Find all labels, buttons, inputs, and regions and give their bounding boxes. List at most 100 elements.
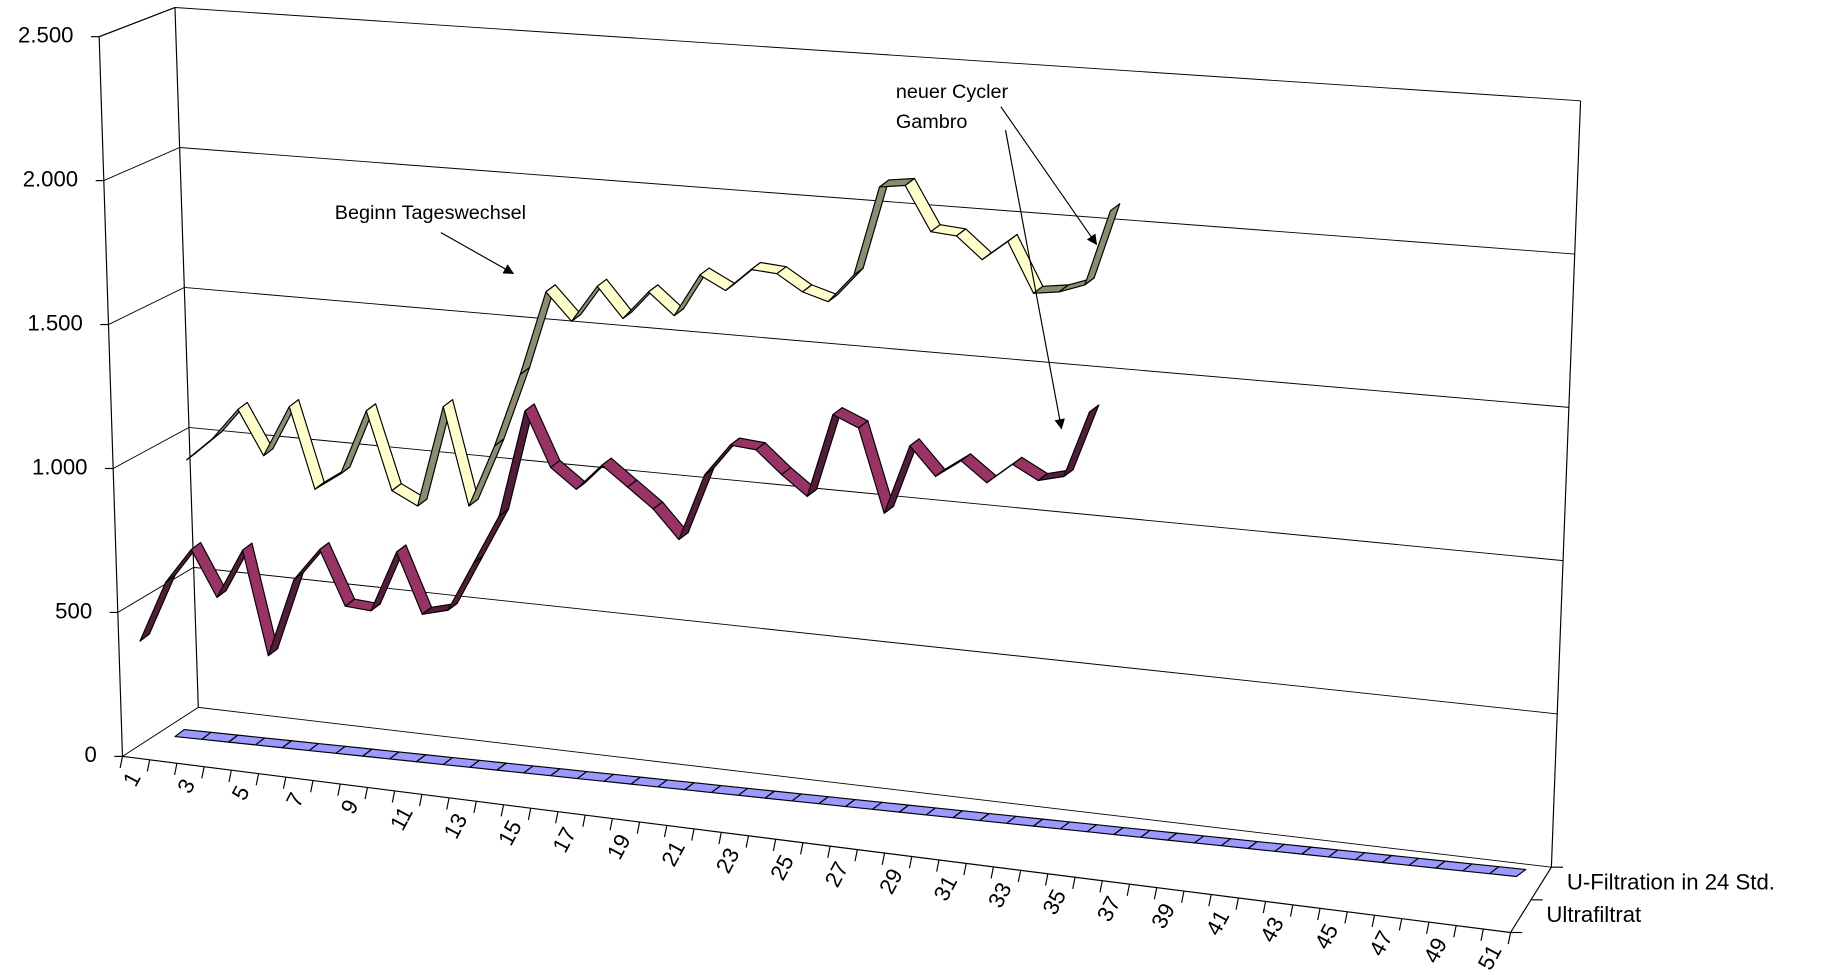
- line-segment: [267, 572, 304, 657]
- annotation: Beginn Tageswechsel: [335, 202, 526, 224]
- grid-line: [98, 7, 1581, 102]
- x-tick: [1044, 873, 1049, 886]
- line-segment: [626, 479, 664, 510]
- line-segment: [1007, 233, 1044, 294]
- x-tick: [1398, 918, 1403, 931]
- x-tick: [827, 846, 831, 858]
- line-segment: [596, 278, 633, 320]
- x-tick-label: 45: [1310, 920, 1344, 954]
- x-tick: [908, 856, 913, 869]
- series-group: [139, 177, 1527, 878]
- x-tick: [1181, 890, 1185, 903]
- line-segment: [853, 179, 890, 276]
- x-tick: [527, 808, 532, 820]
- line-segment: [468, 438, 505, 507]
- x-tick-label: 33: [983, 878, 1017, 912]
- x-tick-label: 35: [1037, 885, 1071, 919]
- x-tick: [854, 849, 858, 862]
- x-tick-label: 19: [602, 830, 636, 864]
- line-segment: [601, 457, 638, 488]
- x-tick: [500, 804, 505, 817]
- grid: [98, 7, 1581, 868]
- x-tick-label: 29: [874, 864, 908, 898]
- grid-line: [122, 706, 1552, 868]
- x-tick: [1371, 915, 1376, 928]
- x-tick: [146, 759, 151, 772]
- x-tick: [1426, 922, 1430, 934]
- x-tick: [1208, 894, 1212, 907]
- x-tick-label: 5: [227, 782, 255, 805]
- annotation-arrow: [440, 232, 515, 274]
- line-segment: [396, 544, 433, 615]
- x-tick-label: 39: [1146, 899, 1180, 933]
- y-tick-label: 1.000: [32, 454, 87, 479]
- annotation: Gambro: [896, 111, 968, 133]
- x-tick: [800, 842, 804, 855]
- line-segment: [524, 403, 561, 469]
- line-segment: [519, 284, 556, 376]
- annotation-arrow: [1004, 129, 1065, 430]
- grid-line: [103, 147, 1575, 255]
- x-tick: [1072, 877, 1076, 890]
- side-wall-edge: [98, 6, 176, 38]
- x-tick: [282, 776, 287, 789]
- x-tick: [1289, 904, 1294, 917]
- x-tick: [936, 859, 940, 872]
- x-tick: [310, 780, 314, 793]
- x-tick-label: 17: [548, 823, 582, 857]
- line-segment: [857, 420, 895, 514]
- annotation: neuer Cycler: [896, 81, 1009, 103]
- x-tick: [1344, 911, 1348, 924]
- x-tick: [691, 828, 695, 841]
- depth-label: U-Filtration in 24 Std.: [1567, 869, 1775, 894]
- x-tick: [1017, 870, 1022, 883]
- x-tick: [1153, 887, 1158, 900]
- grid-line: [108, 286, 1569, 408]
- x-tick: [582, 814, 586, 827]
- x-tick-label: 11: [385, 802, 418, 834]
- x-tick: [718, 832, 722, 845]
- x-tick: [446, 797, 450, 810]
- x-tick: [255, 773, 260, 786]
- x-tick-label: 27: [820, 858, 854, 892]
- x-tick: [555, 811, 559, 824]
- x-tick: [636, 821, 641, 834]
- x-tick: [1480, 928, 1484, 941]
- line-segment: [955, 228, 993, 261]
- line-segment: [472, 508, 510, 564]
- x-tick-label: 1: [118, 768, 146, 791]
- line-segment: [755, 442, 792, 476]
- x-tick-label: 43: [1255, 913, 1289, 947]
- x-tick: [963, 863, 967, 876]
- x-tick: [201, 766, 205, 779]
- x-tick: [1262, 901, 1267, 914]
- line-segment: [806, 407, 843, 498]
- x-tick-label: 25: [765, 851, 799, 885]
- x-tick: [1235, 897, 1239, 910]
- x-tick-label: 31: [929, 871, 963, 905]
- x-tick-label: 37: [1092, 892, 1126, 926]
- x-tick: [663, 825, 668, 838]
- line-segment: [678, 467, 715, 541]
- y-axis: [98, 36, 124, 757]
- x-tick-label: 49: [1418, 934, 1452, 968]
- x-tick: [772, 839, 777, 852]
- x-tick: [337, 783, 341, 796]
- x-tick: [364, 787, 369, 800]
- x-tick-label: 9: [336, 795, 364, 818]
- y-tick-label: 0: [84, 742, 96, 767]
- line-segment: [242, 542, 279, 657]
- x-tick: [745, 835, 750, 848]
- line-segment: [1084, 203, 1121, 286]
- x-tick: [119, 756, 124, 769]
- line-segment: [1063, 404, 1100, 478]
- line-segment: [827, 267, 864, 303]
- x-tick: [418, 794, 423, 807]
- x-tick: [174, 763, 178, 776]
- x-tick-label: 47: [1364, 927, 1398, 961]
- x-tick-label: 51: [1473, 940, 1507, 974]
- line-segment: [319, 542, 356, 607]
